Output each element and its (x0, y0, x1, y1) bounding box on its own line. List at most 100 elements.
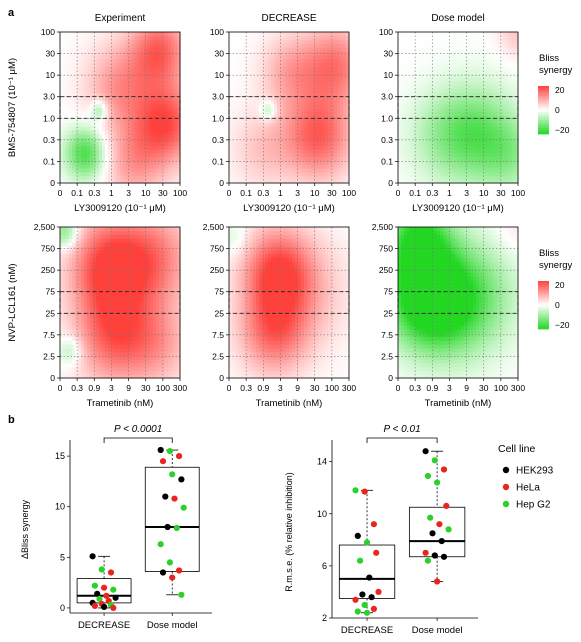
heat-cell (274, 130, 278, 135)
heat-cell (473, 164, 477, 169)
heat-cell (90, 84, 94, 90)
heat-cell (280, 84, 284, 90)
heat-cell (295, 179, 299, 184)
heat-cell (407, 103, 411, 109)
heat-cell (150, 99, 154, 105)
heat-cell (150, 115, 154, 120)
heat-cell (509, 58, 513, 63)
heat-cell (404, 43, 408, 48)
heat-cell (337, 77, 341, 82)
heat-cell (63, 149, 67, 154)
heat-cell (250, 171, 254, 177)
heat-cell (271, 32, 275, 37)
heat-cell (470, 130, 474, 135)
heat-cell (174, 62, 178, 67)
heat-cell (277, 99, 281, 105)
heat-cell (168, 152, 172, 158)
heat-cell (500, 122, 504, 127)
heat-cell (316, 69, 320, 75)
heat-cell (494, 69, 498, 75)
heat-cell (328, 35, 332, 41)
heat-cell (440, 58, 444, 63)
heat-cell (292, 137, 296, 143)
heat-cell (129, 126, 133, 131)
heat-cell (307, 65, 311, 71)
heat-cell (144, 137, 148, 143)
heat-cell (81, 62, 85, 67)
heat-cell (485, 175, 489, 180)
heat-cell (241, 111, 245, 116)
heat-cell (319, 65, 323, 71)
heat-cell (476, 156, 480, 161)
heat-cell (129, 167, 133, 173)
heat-cell (162, 81, 166, 86)
heat-cell (153, 122, 157, 127)
heat-cell (87, 103, 91, 109)
heat-cell (470, 47, 474, 52)
heat-cell (319, 122, 323, 127)
heat-cell (268, 107, 272, 112)
heat-cell (153, 149, 157, 154)
heat-cell (307, 171, 311, 177)
heat-cell (129, 73, 133, 78)
heat-cell (147, 32, 151, 37)
heat-cell (250, 145, 254, 150)
heat-cell (72, 96, 76, 101)
heat-cell (60, 171, 64, 177)
heat-cell (235, 62, 239, 67)
heat-cell (111, 167, 115, 173)
heat-cell (428, 179, 432, 184)
heat-cell (473, 62, 477, 67)
heat-cell (316, 167, 320, 173)
heat-cell (515, 39, 519, 44)
heat-cell (96, 65, 100, 71)
heat-cell (443, 141, 447, 146)
heat-cell (117, 137, 121, 143)
heat-cell (147, 47, 151, 52)
heat-cell (66, 77, 70, 82)
heat-cell (81, 179, 85, 184)
heat-cell (434, 115, 438, 120)
heat-cell (440, 35, 444, 41)
heat-cell (398, 65, 402, 71)
heat-cell (156, 58, 160, 63)
heat-cell (500, 73, 504, 78)
heat-cell (340, 99, 344, 105)
heat-cell (346, 50, 350, 56)
heat-cell (404, 133, 408, 139)
heat-cell (141, 175, 145, 180)
heat-cell (177, 107, 181, 112)
heat-cell (90, 167, 94, 173)
heat-cell (126, 58, 130, 63)
heat-cell (286, 164, 290, 169)
heat-cell (328, 84, 332, 90)
heat-cell (244, 137, 248, 143)
heat-cell (120, 92, 124, 97)
heat-cell (283, 47, 287, 52)
heat-cell (84, 164, 88, 169)
heat-cell (268, 141, 272, 146)
heat-cell (509, 156, 513, 161)
heat-cell (407, 54, 411, 60)
heat-cell (232, 81, 236, 86)
heat-cell (232, 92, 236, 97)
heat-cell (259, 39, 263, 44)
heat-cell (509, 92, 513, 97)
heat-cell (126, 149, 130, 154)
heat-cell (452, 103, 456, 109)
heat-cell (509, 43, 513, 48)
heat-cell (78, 115, 82, 120)
heat-cell (410, 35, 414, 41)
heat-cell (241, 175, 245, 180)
heat-cell (135, 35, 139, 41)
heat-cell (256, 81, 260, 86)
heat-cell (449, 58, 453, 63)
heat-cell (126, 99, 130, 105)
heat-cell (292, 58, 296, 63)
heat-cell (419, 149, 423, 154)
heat-cell (117, 130, 121, 135)
heat-cell (494, 58, 498, 63)
heat-cell (328, 152, 332, 158)
heat-cell (144, 47, 148, 52)
heat-cell (509, 145, 513, 150)
